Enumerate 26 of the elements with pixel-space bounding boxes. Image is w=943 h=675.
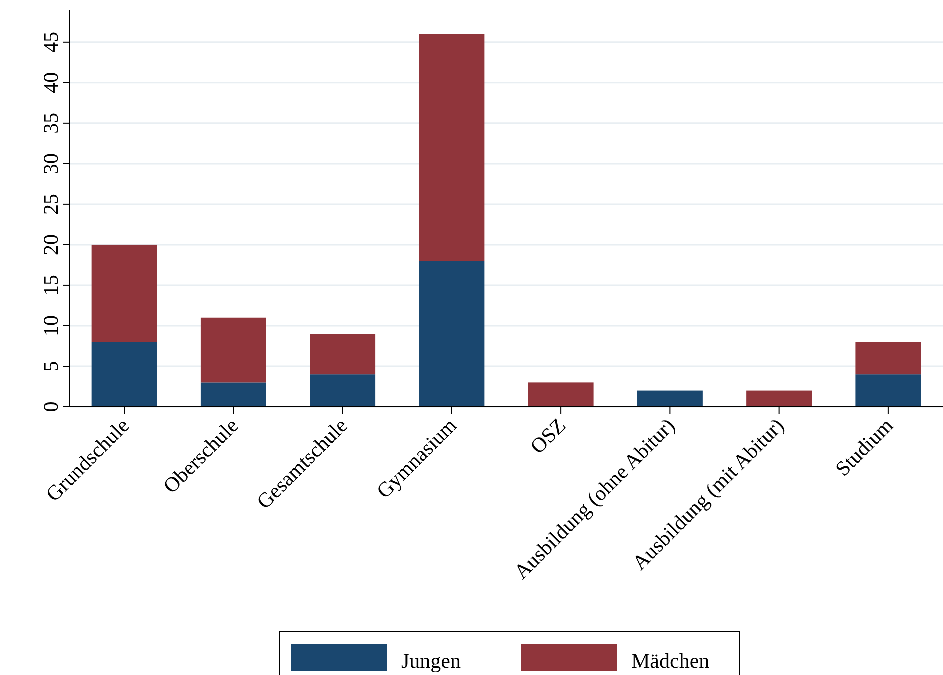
bar	[200, 382, 266, 407]
y-tick-label: 5	[39, 361, 63, 372]
y-tick-label: 40	[39, 72, 63, 94]
bar	[746, 390, 812, 407]
bar	[637, 390, 703, 407]
y-tick-label: 30	[39, 153, 63, 174]
x-tick-label: OSZ	[526, 414, 571, 459]
bar	[419, 34, 485, 262]
bar	[200, 318, 266, 383]
bar	[92, 244, 158, 342]
y-tick-label: 25	[39, 194, 63, 215]
legend-label: Mädchen	[632, 649, 710, 673]
legend-label: Jungen	[402, 649, 462, 673]
bar	[310, 334, 376, 375]
y-tick-label: 20	[39, 234, 63, 256]
bar	[419, 261, 485, 407]
y-tick-label: 35	[39, 112, 63, 134]
bar	[310, 374, 376, 407]
bar	[92, 342, 158, 407]
y-tick-label: 0	[39, 402, 63, 412]
y-tick-label: 10	[39, 315, 63, 336]
bar	[528, 382, 594, 407]
y-tick-label: 15	[39, 274, 63, 296]
y-tick-label: 45	[39, 32, 63, 53]
bar	[856, 342, 922, 375]
bar	[856, 374, 922, 407]
